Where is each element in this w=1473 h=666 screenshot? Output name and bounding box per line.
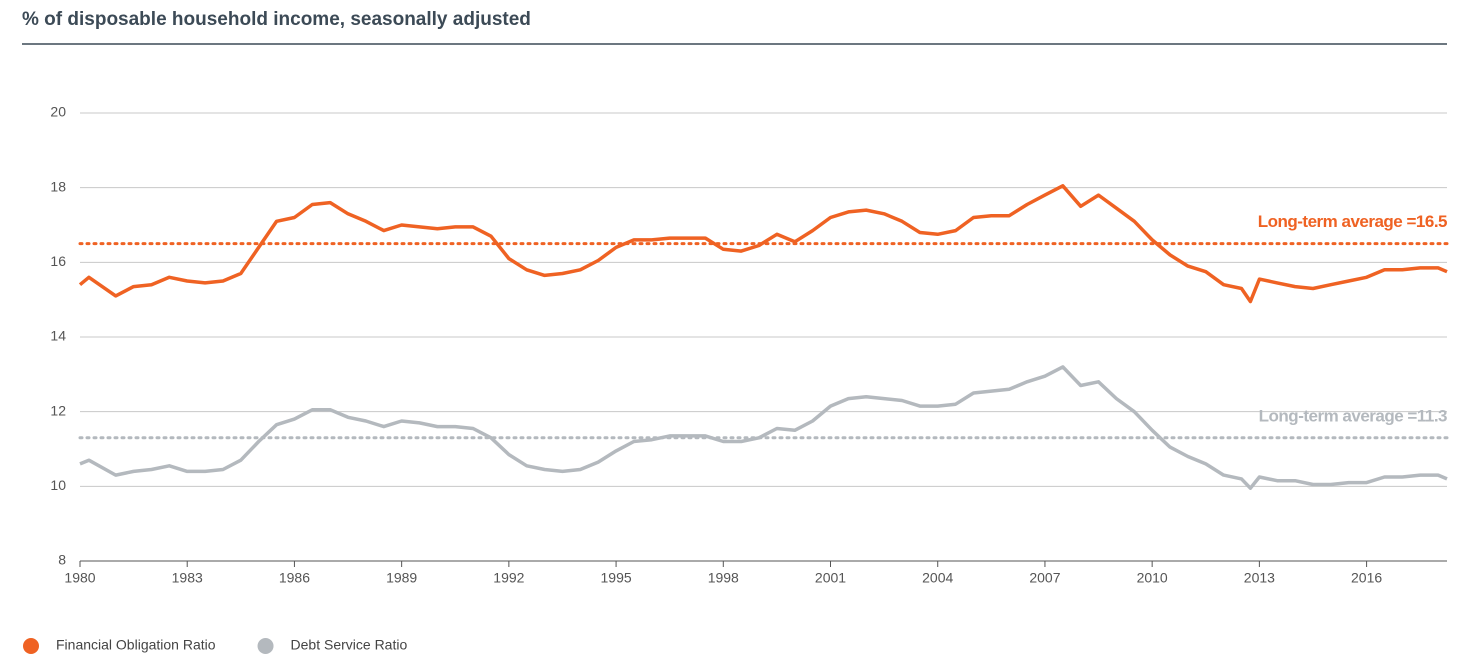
x-tick-label: 1980 <box>64 570 95 586</box>
series-line <box>79 365 1448 490</box>
x-tick-label: 1986 <box>279 570 310 586</box>
x-tick-label: 2010 <box>1137 570 1168 586</box>
y-tick-label: 12 <box>50 402 66 418</box>
x-tick-label: 2004 <box>922 570 953 586</box>
legend-marker <box>23 638 39 654</box>
chart-title: % of disposable household income, season… <box>22 9 531 30</box>
legend-label: Debt Service Ratio <box>291 637 408 653</box>
x-tick-label: 1995 <box>601 570 632 586</box>
x-tick-label: 2007 <box>1029 570 1060 586</box>
x-tick-label: 1989 <box>386 570 417 586</box>
x-tick-label: 1992 <box>493 570 524 586</box>
y-tick-label: 20 <box>50 104 66 120</box>
series-line <box>78 184 1448 304</box>
x-tick-label: 2013 <box>1244 570 1275 586</box>
average-label: Long-term average =11.3 <box>1259 406 1447 425</box>
x-tick-label: 1983 <box>172 570 203 586</box>
y-tick-label: 10 <box>50 477 66 493</box>
y-tick-label: 18 <box>50 178 66 194</box>
y-tick-label: 16 <box>50 253 66 269</box>
y-tick-label: 14 <box>50 328 66 344</box>
average-label: Long-term average =16.5 <box>1258 212 1447 231</box>
x-tick-label: 2016 <box>1351 570 1382 586</box>
legend-label: Financial Obligation Ratio <box>56 637 216 653</box>
x-tick-label: 2001 <box>815 570 846 586</box>
legend-marker <box>257 638 274 654</box>
y-tick-label: 8 <box>58 552 66 568</box>
x-tick-label: 1998 <box>708 570 739 586</box>
